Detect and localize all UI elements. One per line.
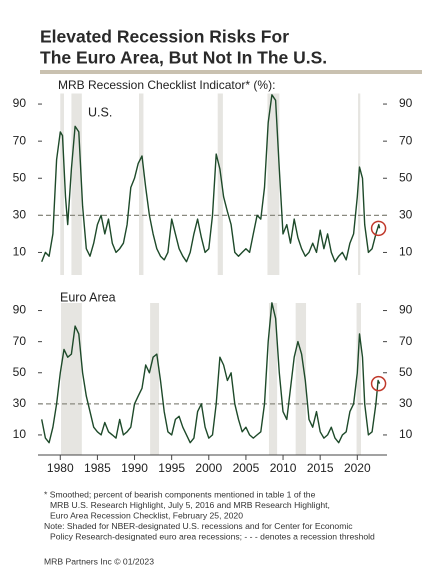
x-tick-label: 1980 bbox=[47, 461, 74, 475]
y-tick-label: 10 bbox=[13, 245, 27, 259]
x-tick-label: 2015 bbox=[307, 461, 334, 475]
x-tick-label: 2020 bbox=[344, 461, 371, 475]
indicator-line bbox=[41, 94, 381, 263]
recession-shade bbox=[150, 303, 160, 455]
footnote: Euro Area Recession Checklist, February … bbox=[50, 510, 243, 520]
x-tick-label: 2010 bbox=[270, 461, 297, 475]
recession-shade bbox=[138, 93, 144, 275]
y2-tick-label: 10 bbox=[399, 427, 413, 441]
y2-tick-label: 10 bbox=[399, 245, 413, 259]
y2-tick-label: 70 bbox=[399, 133, 413, 147]
recession-shade bbox=[71, 93, 82, 275]
recession-shade bbox=[217, 93, 223, 275]
footnote: Note: Shaded for NBER-designated U.S. re… bbox=[44, 521, 353, 531]
recession-shade bbox=[295, 303, 307, 455]
recession-shade bbox=[358, 93, 361, 275]
y2-tick-label: 90 bbox=[399, 303, 413, 317]
panel-label: U.S. bbox=[88, 105, 112, 119]
y2-tick-label: 30 bbox=[399, 396, 413, 410]
recession-shade bbox=[268, 303, 278, 455]
y-tick-label: 50 bbox=[13, 170, 27, 184]
recession-shade bbox=[61, 303, 82, 455]
subtitle: MRB Recession Checklist Indicator* (%): bbox=[58, 78, 275, 92]
footnote: * Smoothed; percent of bearish component… bbox=[44, 489, 316, 499]
highlight-circle bbox=[370, 375, 387, 392]
panel-label: Euro Area bbox=[60, 290, 116, 304]
title-line: The Euro Area, But Not In The U.S. bbox=[40, 48, 327, 68]
x-tick-label: 1990 bbox=[121, 461, 148, 475]
indicator-line bbox=[41, 302, 381, 444]
recession-shade bbox=[356, 303, 362, 455]
y-tick-label: 50 bbox=[13, 365, 27, 379]
y2-tick-label: 50 bbox=[399, 365, 413, 379]
y-tick-label: 70 bbox=[13, 334, 27, 348]
footnote: Policy Research-designated euro area rec… bbox=[50, 531, 375, 541]
x-tick-label: 2005 bbox=[233, 461, 260, 475]
y-tick-label: 30 bbox=[13, 208, 27, 222]
x-tick-label: 1985 bbox=[84, 461, 111, 475]
recession-shade bbox=[267, 93, 280, 275]
highlight-circle bbox=[370, 220, 387, 237]
y-tick-label: 30 bbox=[13, 396, 27, 410]
footnote: MRB U.S. Research Highlight, July 5, 201… bbox=[50, 500, 330, 510]
x-tick-label: 2000 bbox=[195, 461, 222, 475]
y2-tick-label: 90 bbox=[399, 96, 413, 110]
y2-tick-label: 30 bbox=[399, 208, 413, 222]
y-tick-label: 10 bbox=[13, 427, 27, 441]
x-tick-label: 1995 bbox=[158, 461, 185, 475]
recession-shade bbox=[60, 93, 64, 275]
title-line: Elevated Recession Risks For bbox=[40, 27, 289, 47]
y2-tick-label: 50 bbox=[399, 170, 413, 184]
y-tick-label: 90 bbox=[13, 303, 27, 317]
y-tick-label: 70 bbox=[13, 133, 27, 147]
title-rule bbox=[40, 70, 422, 74]
y2-tick-label: 70 bbox=[399, 334, 413, 348]
source: MRB Partners Inc © 01/2023 bbox=[44, 556, 154, 566]
y-tick-label: 90 bbox=[13, 96, 27, 110]
